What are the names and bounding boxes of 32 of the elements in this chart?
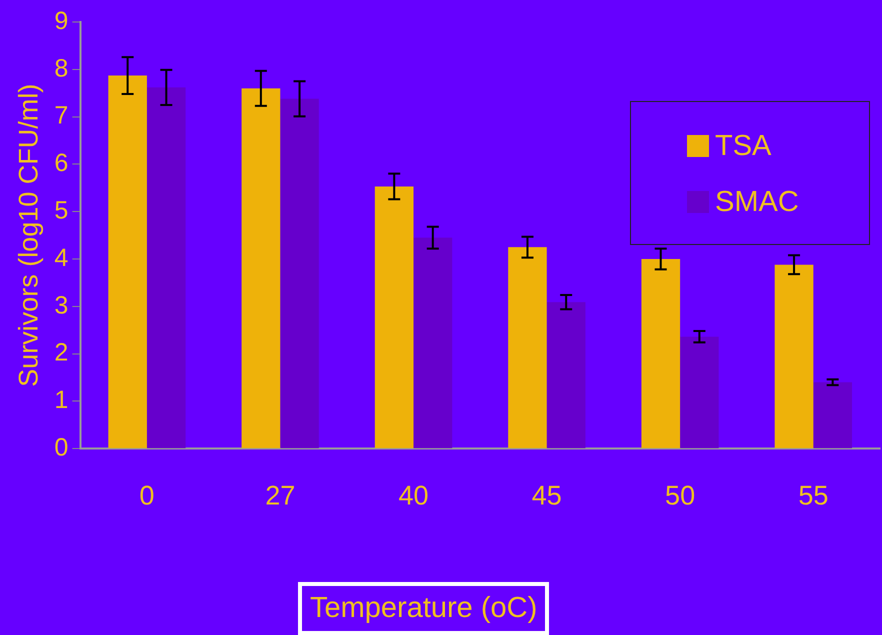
bar [508, 247, 547, 448]
bar [242, 88, 280, 448]
y-tick-label: 1 [54, 386, 68, 414]
y-tick-label: 4 [54, 244, 68, 272]
y-tick-label: 8 [54, 54, 68, 82]
x-tick-label: 55 [798, 480, 828, 510]
bar [813, 382, 852, 448]
y-tick-label: 7 [54, 102, 68, 130]
bar [546, 302, 586, 448]
x-tick-label: 45 [532, 480, 562, 510]
bar [641, 259, 680, 448]
bar [280, 98, 319, 448]
x-tick-label: 40 [398, 480, 429, 510]
bar [146, 87, 186, 448]
y-axis-title: Survivors (log10 CFU/ml) [14, 84, 44, 387]
y-tick-label: 6 [54, 149, 68, 178]
bar [414, 238, 452, 448]
legend-label: SMAC [715, 186, 799, 218]
y-tick-label: 0 [54, 433, 68, 462]
y-tick-label: 9 [54, 6, 68, 35]
legend-label: TSA [715, 130, 772, 162]
bar [774, 264, 814, 448]
x-tick-label: 0 [139, 480, 154, 510]
y-tick-label: 5 [54, 196, 68, 224]
x-tick-label: 27 [265, 480, 296, 510]
x-tick-label: 50 [665, 480, 696, 510]
y-tick-label: 2 [54, 338, 68, 367]
y-tick-label: 3 [54, 291, 68, 320]
x-axis-title: Temperature (oC) [298, 582, 550, 635]
bar [680, 336, 719, 448]
bar [374, 186, 414, 448]
bar [108, 76, 147, 448]
